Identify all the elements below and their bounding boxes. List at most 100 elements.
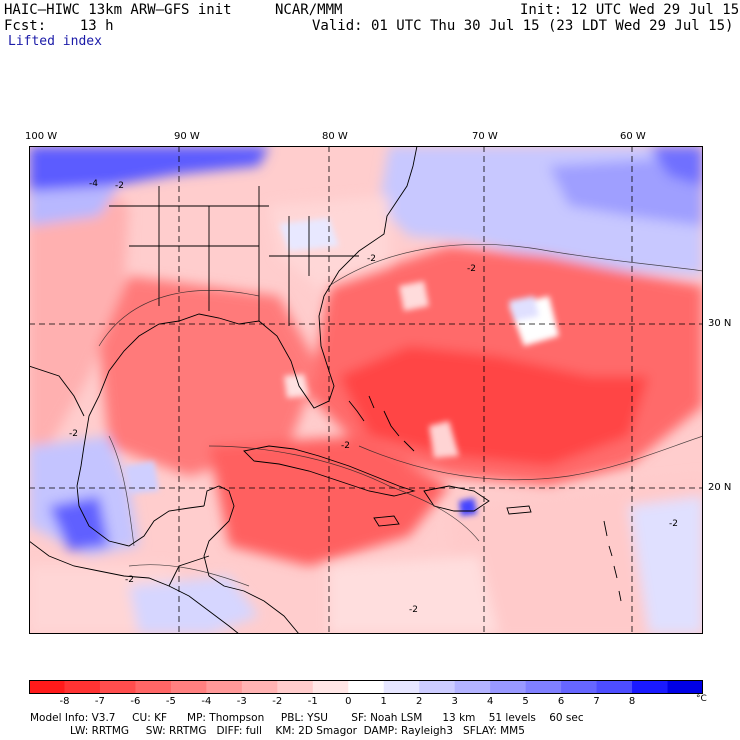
field-name: Lifted index [8,34,102,49]
contour-label: -2 [367,254,376,264]
colorbar-tick-label: -4 [201,696,212,707]
colorbar-tick-label: -6 [130,696,141,707]
colorbar-tick-label: 8 [628,696,636,707]
colorbar-tick-label: 0 [345,696,352,707]
model-info-line2: LW: RRTMG SW: RRTMG DIFF: full KM: 2D Sm… [30,725,525,737]
contour-pacific [128,564,250,587]
pocket-blue-mexico-east [124,461,159,494]
contour-label: -2 [409,605,418,615]
coastline-bahamas [348,395,415,452]
field-red-gulf [99,276,319,476]
colorbar-cell [667,680,703,694]
lon-label-70w: 70 W [472,131,498,142]
coastline-pacific-mexico [29,540,240,634]
colorbar-cell [135,680,172,694]
colorbar-tick-label: 1 [380,696,387,707]
colorbar-tick-label: 3 [451,696,458,707]
coastline-puerto-rico [506,505,532,515]
border-mexico-us [29,365,85,417]
field-blue-mexico-deep [49,496,109,551]
field-blue-northwest-2 [29,186,119,226]
colorbar-cell [241,680,278,694]
model-info-line1: Model Info: V3.7 CU: KF MP: Thompson PBL… [30,712,584,724]
model-title: HAIC–HIWC 13km ARW–GFS init [4,2,232,18]
colorbar-cell [348,680,385,694]
lon-label-100w: 100 W [25,131,58,142]
field-blue-northwest [29,146,269,191]
colorbar-cell [632,680,669,694]
init-time: Init: 12 UTC Wed 29 Jul 15 [520,2,740,18]
colorbar-tick-label: -8 [59,696,70,707]
lat-label-20n: 20 N [708,482,732,493]
border-guatemala [168,555,210,587]
colorbar-cell [525,680,562,694]
colorbar-tick-label: 5 [522,696,529,707]
colorbar-cell [206,680,243,694]
pocket-white-bahamas [399,281,429,311]
colorbar-cell [64,680,101,694]
colorbar-tick-label: 6 [557,696,565,707]
contour-mexico [108,435,135,547]
colorbar-cell [277,680,314,694]
colorbar-cell [561,680,598,694]
field-blue-mexico [29,436,139,556]
colorbar-cell [419,680,456,694]
lon-label-60w: 60 W [620,131,646,142]
valid-time: Valid: 01 UTC Thu 30 Jul 15 (23 LDT Wed … [312,18,734,34]
field-blue-northeast-corner [649,146,703,186]
colorbar-tick-label: -2 [272,696,283,707]
colorbar-cell [170,680,207,694]
colorbar-tick-label: 4 [487,696,494,707]
contour-atlantic [328,244,703,287]
colorbar-cell [596,680,633,694]
coastline-hispaniola [423,485,490,512]
colorbar-cell [454,680,491,694]
lat-label-30n: 30 N [708,318,732,329]
contour-label: -2 [669,519,678,529]
state-lines [109,186,359,326]
contour-atlantic-south [358,435,703,481]
colorbar-cell [312,680,349,694]
lon-label-80w: 80 W [322,131,348,142]
org-label: NCAR/MMM [275,2,343,18]
colorbar-tick-label: -7 [94,696,105,707]
coastline-yucatan [203,485,235,577]
forecast-hour: Fcst: 13 h [4,18,114,34]
colorbar-unit: °C [696,694,707,704]
colorbar-tick-label: -1 [307,696,318,707]
colorbar-tick-label: -3 [236,696,247,707]
contour-label: -2 [341,441,350,451]
coastline-us-east [76,146,418,487]
lifted-index-map: -4 -2 -2 -2 -2 -2 -2 -2 -2 [29,146,703,634]
coastline-jamaica [373,515,400,527]
contour-label: -4 [89,179,98,189]
field-blue-atlantic-deep [549,156,703,226]
colorbar-frame [29,680,703,694]
coastline-lesser-antilles [603,520,622,602]
lon-label-90w: 90 W [174,131,200,142]
colorbar-cell [99,680,136,694]
contour-gulf [98,290,260,347]
coastline-cuba [243,445,416,497]
contour-label: -2 [125,575,134,585]
contour-label: -2 [69,429,78,439]
coastline-central-america [208,575,300,634]
colorbar-cell [29,680,65,694]
colorbar [29,680,703,694]
contour-caribbean [208,445,480,542]
field-blue-pacific [129,576,259,634]
pocket-white-cuba [429,421,459,458]
pocket-blue-hispaniola [459,498,477,516]
field-pale-sw-caribbean [329,556,499,634]
colorbar-tick-label: -5 [165,696,176,707]
pocket-blue-atlantic-1 [509,296,539,321]
colorbar-tick-label: 7 [593,696,600,707]
contour-label: -2 [467,264,476,274]
colorbar-cell [490,680,527,694]
field-blue-east-caribbean [629,496,703,634]
contour-label: -2 [115,181,124,191]
map-frame [29,146,703,634]
field-west-mixed [29,176,129,466]
colorbar-cell [383,680,420,694]
colorbar-tick-label: 2 [416,696,423,707]
